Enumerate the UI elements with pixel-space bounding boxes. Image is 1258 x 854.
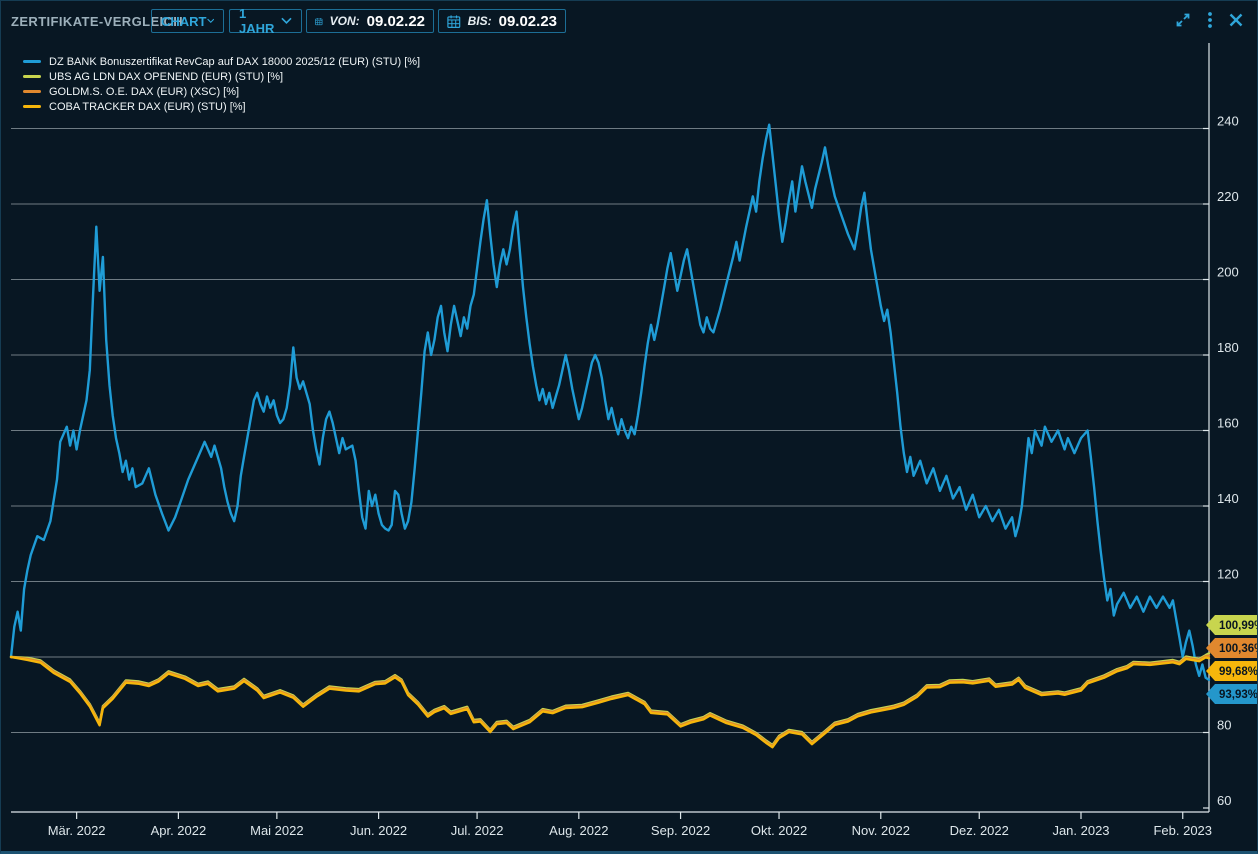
value-tag — [1206, 684, 1257, 704]
fullscreen-icon[interactable] — [1174, 11, 1192, 29]
x-axis-label: Dez. 2022 — [950, 823, 1009, 838]
value-tag — [1206, 661, 1257, 681]
x-axis-label: Jan. 2023 — [1052, 823, 1109, 838]
series-line-coba[interactable] — [9, 655, 1211, 749]
x-axis-label: Sep. 2022 — [651, 823, 710, 838]
y-axis-label: 160 — [1217, 416, 1239, 431]
x-axis-label: Aug. 2022 — [549, 823, 608, 838]
y-axis-label: 240 — [1217, 114, 1239, 129]
legend-label: COBA TRACKER DAX (EUR) (STU) [%] — [49, 100, 246, 113]
value-tag-label: 99,68% — [1219, 666, 1258, 678]
kebab-menu-icon[interactable] — [1207, 11, 1213, 29]
legend-swatch — [23, 75, 41, 78]
page-title: ZERTIFIKATE-VERGLEICH — [11, 14, 184, 29]
legend-item-dz-bank[interactable]: DZ BANK Bonuszertifikat RevCap auf DAX 1… — [23, 54, 420, 69]
x-axis-label: Feb. 2023 — [1153, 823, 1212, 838]
calendar-icon — [447, 14, 461, 28]
x-axis-label: Apr. 2022 — [151, 823, 207, 838]
legend: DZ BANK Bonuszertifikat RevCap auf DAX 1… — [23, 54, 420, 114]
y-axis-label: 180 — [1217, 340, 1239, 355]
date-from-field[interactable]: VON: 09.02.22 — [306, 9, 434, 33]
x-axis-label: Nov. 2022 — [852, 823, 910, 838]
date-to-value: 09.02.23 — [498, 12, 557, 30]
x-axis-label: Mai 2022 — [250, 823, 303, 838]
value-tag — [1206, 615, 1257, 635]
series-line-dz-bank[interactable] — [9, 123, 1211, 682]
date-from-value: 09.02.22 — [366, 12, 425, 30]
x-axis-label: Mär. 2022 — [48, 823, 106, 838]
legend-item-coba[interactable]: COBA TRACKER DAX (EUR) (STU) [%] — [23, 99, 420, 114]
chart-type-select-value: CHART — [161, 13, 207, 29]
date-to-label: BIS: — [467, 14, 492, 28]
period-select[interactable]: 1 JAHR — [229, 6, 302, 36]
date-from-label: VON: — [329, 14, 360, 28]
chart-type-select[interactable]: CHART — [151, 9, 224, 33]
y-axis-label: 120 — [1217, 567, 1239, 582]
y-axis-label: 220 — [1217, 189, 1239, 204]
value-tag-label: 93,93% — [1219, 689, 1258, 701]
value-tag-label: 100,36% — [1219, 643, 1258, 655]
y-axis-label: 140 — [1217, 491, 1239, 506]
value-tag-label: 100,99% — [1219, 620, 1258, 632]
value-tag — [1206, 638, 1257, 658]
legend-item-goldman[interactable]: GOLDM.S. O.E. DAX (EUR) (XSC) [%] — [23, 84, 420, 99]
legend-swatch — [23, 60, 41, 63]
close-icon[interactable] — [1228, 12, 1244, 28]
legend-label: UBS AG LDN DAX OPENEND (EUR) (STU) [%] — [49, 70, 284, 83]
calendar-icon — [315, 17, 323, 25]
window-controls — [1174, 11, 1244, 29]
legend-label: DZ BANK Bonuszertifikat RevCap auf DAX 1… — [49, 55, 421, 68]
legend-label: GOLDM.S. O.E. DAX (EUR) (XSC) [%] — [49, 85, 240, 98]
x-axis-label: Jul. 2022 — [451, 823, 504, 838]
y-axis-label: 80 — [1217, 718, 1231, 733]
legend-swatch — [23, 90, 41, 93]
header-bar: ZERTIFIKATE-VERGLEICH CHART 1 JAHR — [1, 1, 1257, 41]
period-select-value: 1 JAHR — [239, 6, 275, 36]
chevron-down-icon — [206, 18, 214, 24]
legend-swatch — [23, 105, 41, 108]
date-to-field[interactable]: BIS: 09.02.23 — [438, 9, 566, 33]
y-axis-label: 60 — [1217, 793, 1231, 808]
chevron-down-icon — [281, 17, 292, 24]
legend-item-ubs[interactable]: UBS AG LDN DAX OPENEND (EUR) (STU) [%] — [23, 69, 420, 84]
x-axis-label: Okt. 2022 — [751, 823, 807, 838]
x-axis-label: Jun. 2022 — [350, 823, 407, 838]
y-axis-label: 200 — [1217, 265, 1239, 280]
